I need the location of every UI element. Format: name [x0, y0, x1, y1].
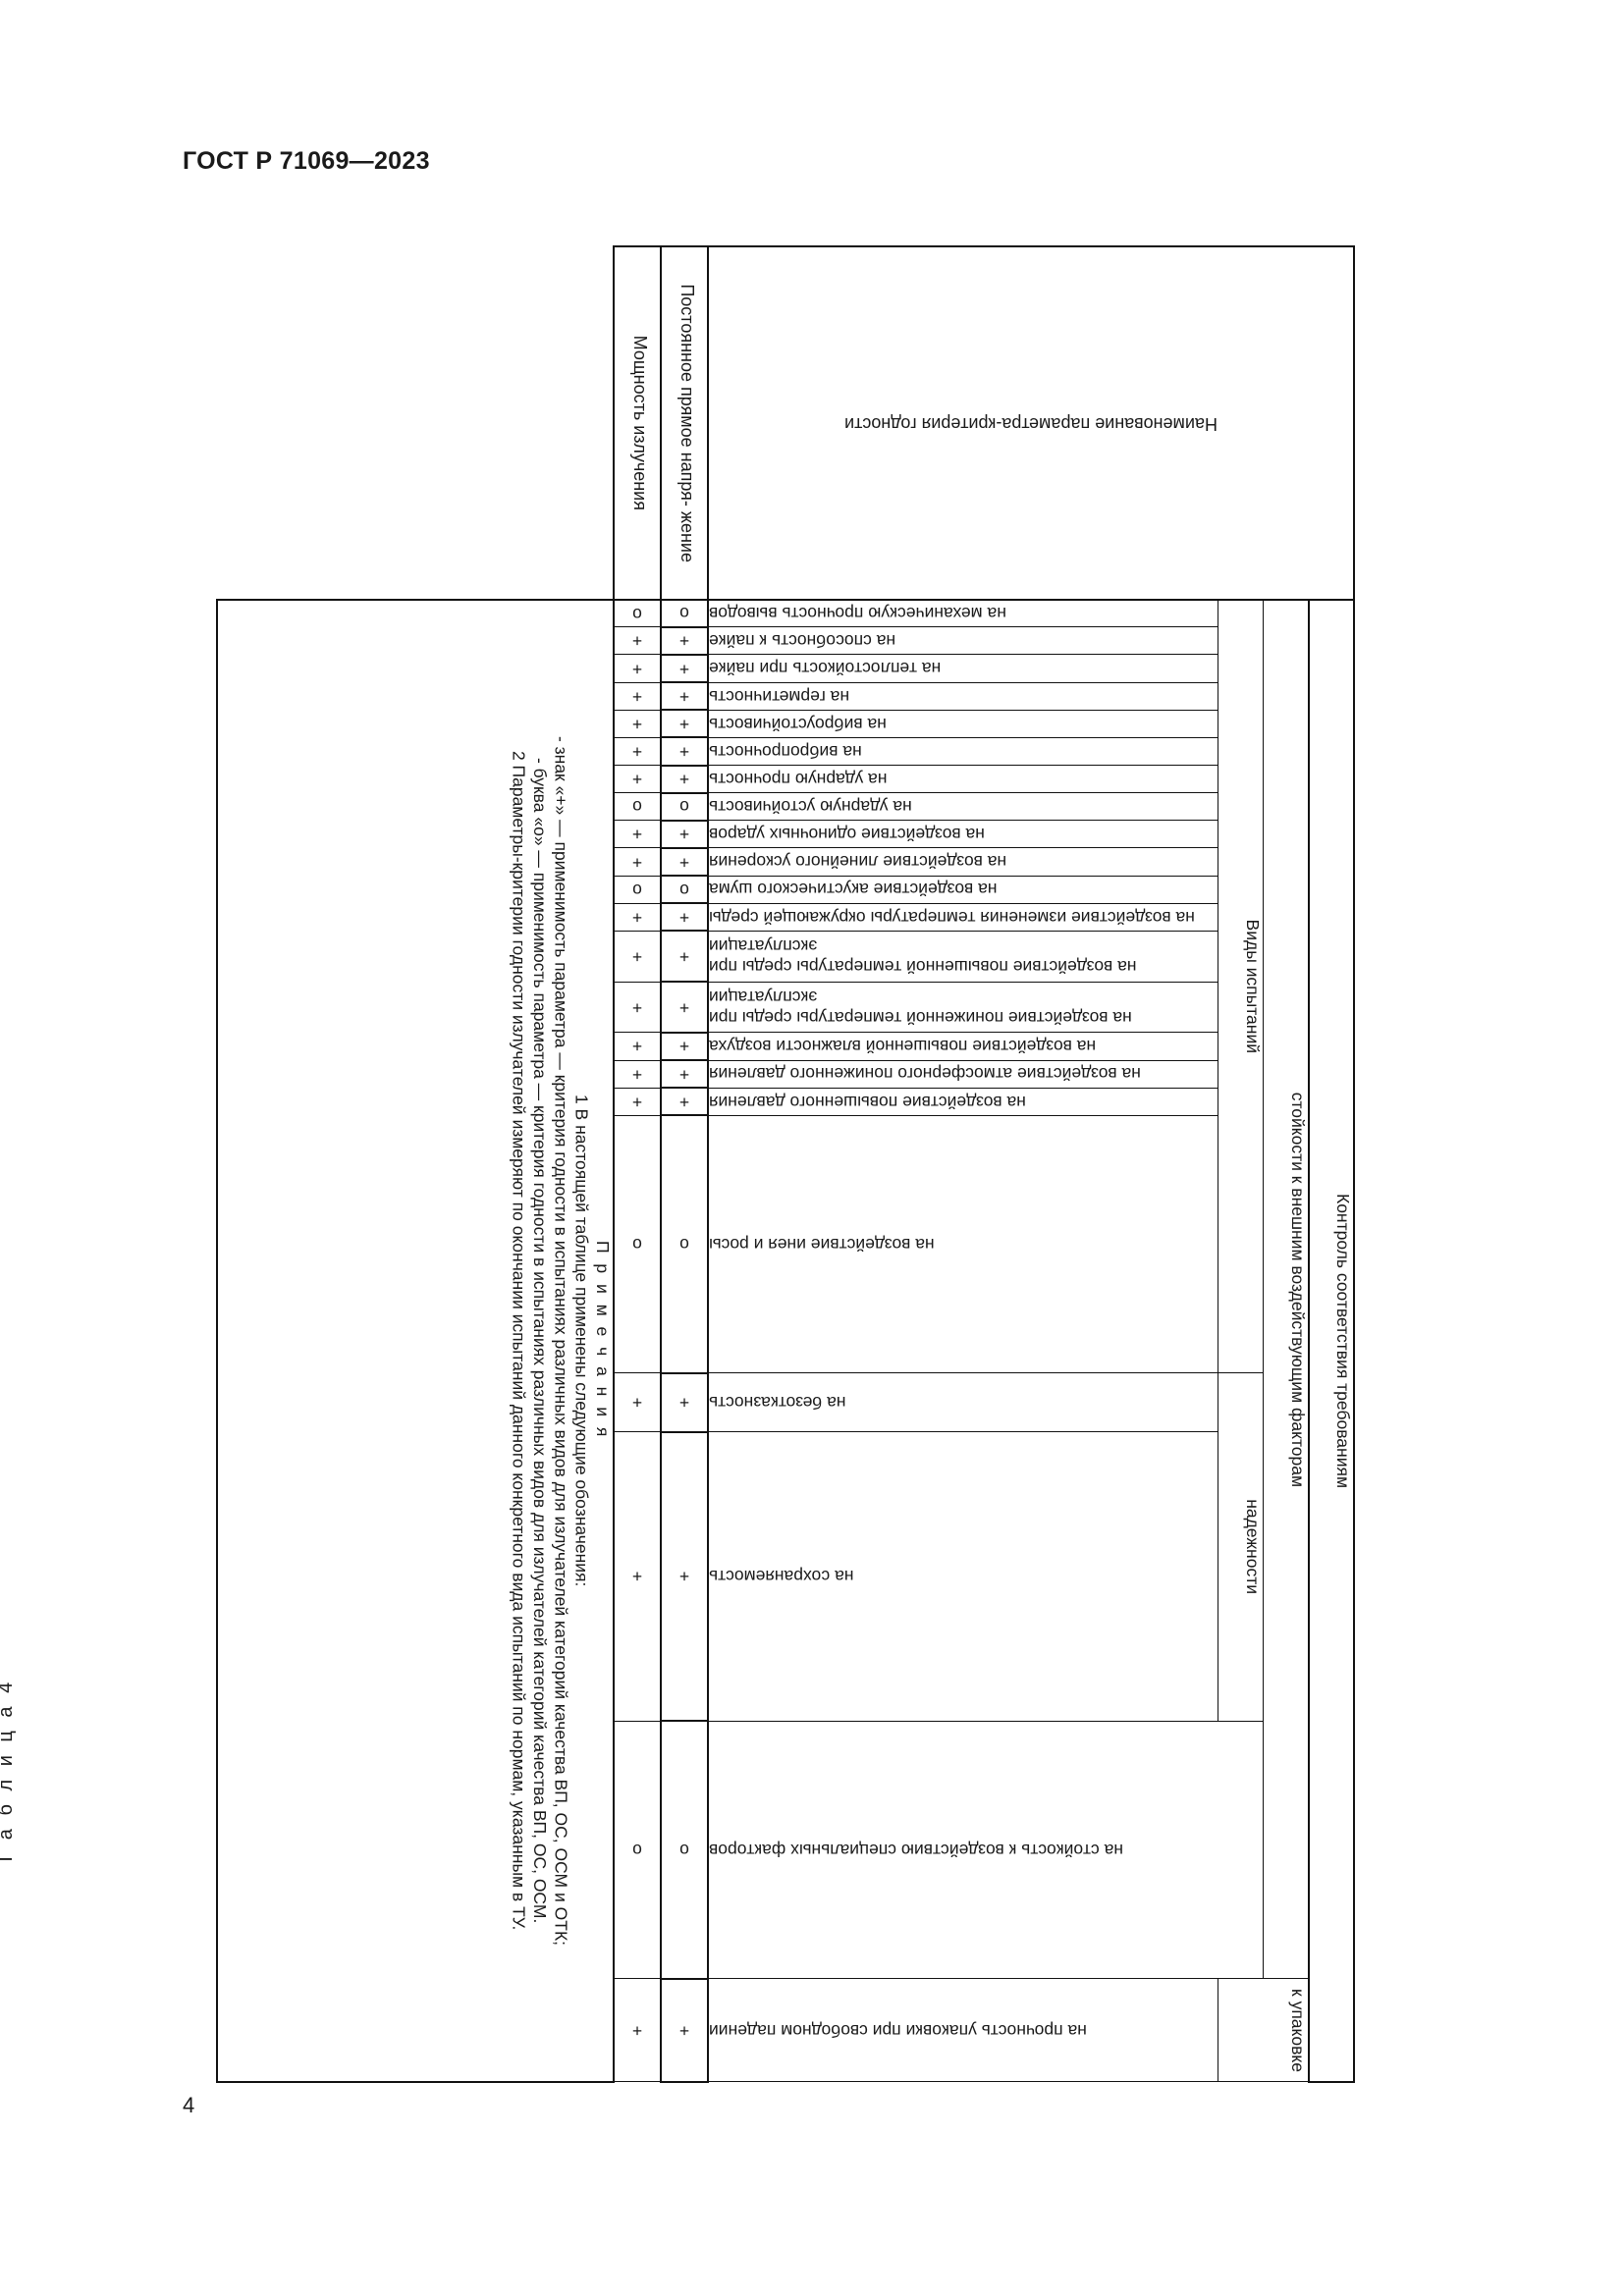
mark-cell: о: [614, 792, 661, 821]
test-column-label: на способность к пайке: [708, 626, 1218, 655]
compliance-table: Контроль соответствия требованиям к упак…: [216, 245, 1355, 2083]
test-column-label: на воздействие повышенного давления: [708, 1088, 1218, 1116]
test-column-label: на воздействие повышенной влажности возд…: [708, 1032, 1218, 1061]
test-column-label: на вибропрочность: [708, 737, 1218, 766]
table-row: Контроль соответствия требованиям к упак…: [217, 599, 1354, 2082]
top-header-label: Контроль соответствия требованиям: [1333, 1193, 1353, 1488]
test-column-label: на механическую прочность выводов: [708, 599, 1218, 627]
test-column-label: на ударную устойчивость: [708, 792, 1218, 821]
mark-cell: +: [661, 1372, 708, 1432]
mark-cell: о: [661, 1115, 708, 1373]
note-line: 1 В настоящей таблице применены следующи…: [571, 1095, 592, 1587]
notes-body: П р и м е ч а н и я 1 В настоящей таблиц…: [508, 736, 613, 1946]
mark-cell: +: [614, 982, 661, 1033]
stub-header-text: Наименование параметра-критерия годности: [844, 413, 1218, 434]
group-label-reliability: надежности: [1243, 1499, 1264, 1595]
mark-cell: +: [614, 737, 661, 766]
mark-cell: +: [661, 1060, 708, 1089]
mark-cell: +: [661, 765, 708, 793]
table-caption: Т а б л и ц а 4: [0, 1453, 18, 1865]
test-column-label: на герметичность: [708, 682, 1218, 711]
group-label-external-factors: стойкости к внешним воздействующим факто…: [1288, 1092, 1308, 1487]
mark-cell: о: [661, 792, 708, 821]
mark-cell: +: [614, 820, 661, 848]
mark-cell: +: [661, 682, 708, 711]
stub-header-label: Наименование параметра-критерия годности: [709, 411, 1353, 434]
mark-cell: +: [661, 1978, 708, 2082]
standard-header: ГОСТ Р 71069—2023: [183, 147, 430, 175]
mark-cell: +: [614, 626, 661, 655]
test-column-label: на воздействие повышенной температуры ср…: [708, 931, 1218, 983]
test-column-label: на воздействие линейного ускорения: [708, 847, 1218, 877]
mark-cell: +: [661, 1431, 708, 1722]
test-column-label: на стойкость к воздействию специальных ф…: [708, 1721, 1264, 1979]
notes-cell: П р и м е ч а н и я 1 В настоящей таблиц…: [217, 599, 614, 2082]
table-row-stub: Наименование параметра-критерия годности…: [217, 246, 1354, 600]
test-column-label: на воздействие одиночных ударов: [708, 820, 1218, 848]
page-number: 4: [183, 2093, 195, 2117]
mark-cell: +: [614, 710, 661, 738]
group-label-test-kinds: Виды испытаний: [1243, 919, 1264, 1054]
mark-cell: +: [661, 982, 708, 1033]
mark-cell: +: [614, 1978, 661, 2082]
test-column-label: на прочность упаковки при свободном паде…: [708, 1978, 1218, 2082]
mark-cell: о: [661, 599, 708, 627]
mark-cell: +: [614, 1372, 661, 1432]
mark-cell: +: [661, 737, 708, 766]
group-label-packaging: к упаковке: [1288, 1988, 1308, 2072]
param-row-name-cell-1: Постоянное прямое напря- жение: [661, 246, 708, 600]
mark-cell: +: [661, 626, 708, 655]
mark-cell: о: [661, 1721, 708, 1979]
param-row-name-cell-2: Мощность излучения: [614, 246, 661, 600]
mark-cell: +: [661, 1032, 708, 1061]
note-line: - знак «+» — применимость параметра — кр…: [551, 735, 571, 1946]
test-column-label: на безотказность: [708, 1372, 1218, 1432]
mark-cell: +: [614, 682, 661, 711]
mark-cell: о: [614, 876, 661, 904]
notes-title: П р и м е ч а н и я: [593, 1240, 613, 1440]
group-cell-packaging: к упаковке: [1218, 1978, 1309, 2082]
group-cell-reliability: надежности: [1218, 1372, 1264, 1722]
stub-header-cell: Наименование параметра-критерия годности: [708, 246, 1354, 600]
mark-cell: +: [614, 654, 661, 683]
top-header-cell: Контроль соответствия требованиям: [1309, 599, 1354, 2082]
mark-cell: о: [614, 599, 661, 627]
param-name-2: Мощность излучения: [630, 335, 650, 511]
mark-cell: +: [661, 1088, 708, 1116]
mark-cell: +: [661, 903, 708, 932]
note-line: 2 Параметры-критерии годности излучателе…: [509, 751, 529, 1931]
mark-cell: +: [614, 765, 661, 793]
test-column-label: на воздействие инея и росы: [708, 1115, 1218, 1373]
mark-cell: +: [614, 1431, 661, 1722]
mark-cell: +: [661, 710, 708, 738]
mark-cell: +: [661, 931, 708, 983]
mark-cell: о: [614, 1115, 661, 1373]
test-column-label: на сохраняемость: [708, 1431, 1218, 1722]
test-column-label: на виброустойчивость: [708, 710, 1218, 738]
group-cell-external-factors: стойкости к внешним воздействующим факто…: [1264, 599, 1309, 1979]
test-column-label: на ударную прочность: [708, 765, 1218, 793]
mark-cell: +: [614, 903, 661, 932]
test-column-label: на теплостойкость при пайке: [708, 654, 1218, 683]
mark-cell: о: [661, 876, 708, 904]
note-line: - буква «о» — применимость параметра — к…: [529, 758, 550, 1924]
test-column-label: на воздействие атмосферного пониженного …: [708, 1060, 1218, 1089]
mark-cell: +: [661, 654, 708, 683]
group-cell-test-kinds: Виды испытаний: [1218, 599, 1264, 1373]
mark-cell: +: [661, 820, 708, 848]
mark-cell: +: [614, 1088, 661, 1116]
mark-cell: +: [661, 847, 708, 877]
param-name-1: Постоянное прямое напря- жение: [677, 284, 697, 562]
test-column-label: на воздействие изменения температуры окр…: [708, 903, 1218, 932]
test-column-label: на воздействие акустического шума: [708, 876, 1218, 904]
mark-cell: +: [614, 847, 661, 877]
mark-cell: +: [614, 1060, 661, 1089]
rotated-table-container: Контроль соответствия требованиям к упак…: [216, 245, 1355, 2083]
mark-cell: +: [614, 931, 661, 983]
test-column-label: на воздействие пониженной температуры ср…: [708, 982, 1218, 1033]
mark-cell: +: [614, 1032, 661, 1061]
mark-cell: о: [614, 1721, 661, 1979]
